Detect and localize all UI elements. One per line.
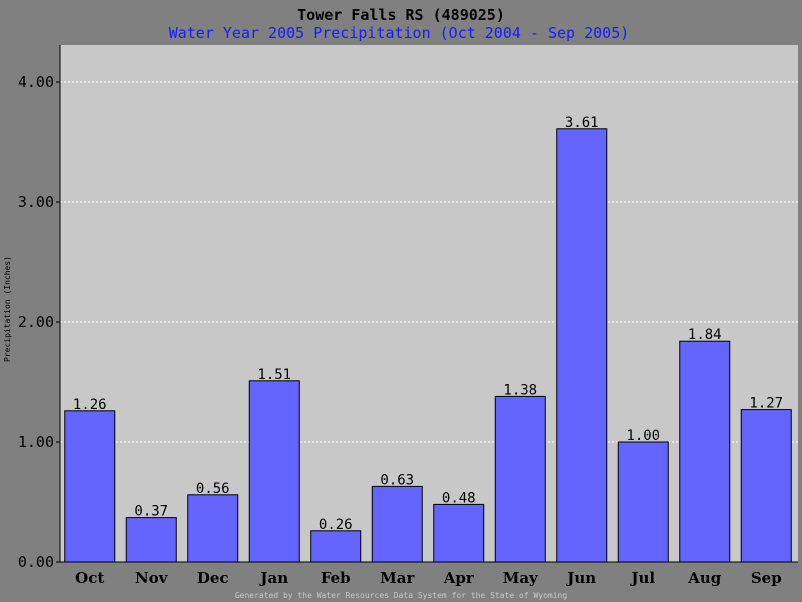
bar-dec: [187, 494, 239, 563]
data-label-sep: 1.27: [749, 396, 783, 412]
x-tick-label-dec: Dec: [197, 569, 229, 587]
bar-nov: [125, 517, 177, 563]
data-label-nov: 0.37: [134, 504, 168, 520]
y-tick-label: 1.00: [18, 433, 54, 451]
bar-jan: [248, 380, 300, 563]
x-axis-ticks: Oct Nov Dec Jan Feb Mar Apr May Jun Jul Aug Sep: [75, 569, 782, 587]
bar-jun: [556, 128, 608, 563]
footer-credit: Generated by the Water Resources Data Sy…: [235, 591, 568, 600]
x-tick-label-apr: Apr: [443, 569, 475, 587]
y-axis-label: Precipitation (Inches): [3, 256, 12, 362]
y-tick-label: 3.00: [18, 193, 54, 211]
data-label-mar: 0.63: [380, 472, 414, 488]
chart-title: Tower Falls RS (489025): [297, 6, 505, 24]
x-tick-label-nov: Nov: [135, 569, 169, 587]
x-tick-label-jul: Jul: [629, 569, 655, 587]
bar-jul: [617, 441, 669, 563]
bar-apr: [433, 503, 485, 563]
plot-area: [60, 45, 798, 562]
data-label-apr: 0.48: [442, 490, 476, 506]
data-label-oct: 1.26: [73, 397, 107, 413]
data-label-aug: 1.84: [688, 327, 722, 343]
data-labels: 1.26 0.37 0.56 1.51 0.26 0.63 0.48 1.38 3.61 1.00…: [73, 115, 783, 533]
gridlines: [60, 81, 798, 443]
bar-mar: [371, 485, 423, 563]
y-tick-label: 2.00: [18, 313, 54, 331]
bar-oct: [64, 410, 116, 563]
y-tick-label: 0.00: [18, 553, 54, 571]
x-tick-label-feb: Feb: [321, 569, 351, 587]
data-label-jan: 1.51: [257, 367, 291, 383]
chart-subtitle: Water Year 2005 Precipitation (Oct 2004 …: [169, 24, 630, 42]
data-label-jun: 3.61: [565, 115, 599, 131]
data-label-jul: 1.00: [626, 428, 660, 444]
data-label-dec: 0.56: [196, 481, 230, 497]
x-tick-label-sep: Sep: [751, 569, 782, 587]
bar-feb: [310, 530, 362, 563]
x-tick-label-aug: Aug: [687, 569, 722, 587]
y-tick-label: 4.00: [18, 73, 54, 91]
data-label-may: 1.38: [503, 382, 537, 398]
bars: [64, 128, 792, 563]
x-tick-label-mar: Mar: [380, 569, 415, 587]
x-tick-label-may: May: [503, 569, 539, 587]
bar-sep: [740, 409, 792, 563]
x-tick-label-oct: Oct: [75, 569, 104, 587]
bar-aug: [679, 340, 731, 563]
y-axis-ticks: 0.00 1.00 2.00 3.00 4.00: [18, 73, 60, 571]
x-tick-label-jan: Jan: [258, 569, 288, 587]
x-tick-label-jun: Jun: [565, 569, 596, 587]
bar-may: [494, 395, 546, 563]
data-label-feb: 0.26: [319, 517, 353, 533]
